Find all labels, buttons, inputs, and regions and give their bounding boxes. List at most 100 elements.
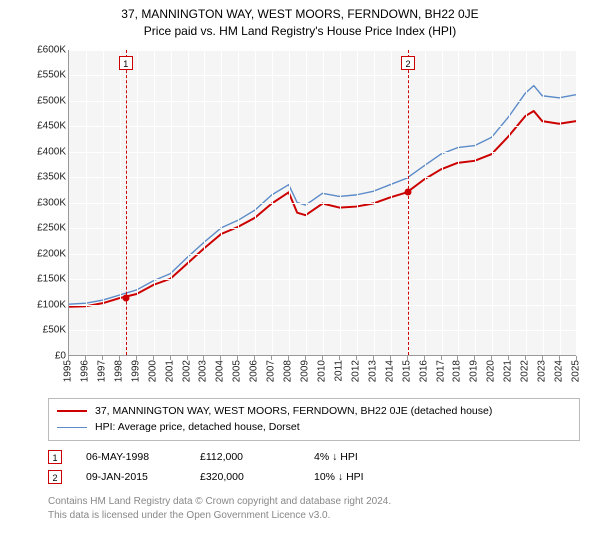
y-axis-label: £300K: [22, 197, 66, 208]
x-axis-label: 2003: [198, 360, 209, 382]
y-axis-label: £0: [22, 350, 66, 361]
event-delta-1: 4% ↓ HPI: [314, 451, 404, 463]
x-tick: [102, 356, 103, 360]
event-marker-2: 2: [48, 470, 62, 484]
x-axis-label: 2017: [435, 360, 446, 382]
x-axis-label: 2014: [384, 360, 395, 382]
x-axis-label: 2001: [164, 360, 175, 382]
x-axis-label: 2008: [283, 360, 294, 382]
x-axis-label: 2025: [571, 360, 582, 382]
x-tick: [508, 356, 509, 360]
legend-label-hpi: HPI: Average price, detached house, Dors…: [95, 419, 300, 436]
event-row-2: 2 09-JAN-2015 £320,000 10% ↓ HPI: [48, 467, 580, 487]
legend-row-hpi: HPI: Average price, detached house, Dors…: [57, 419, 571, 436]
chart-container: 37, MANNINGTON WAY, WEST MOORS, FERNDOWN…: [0, 0, 600, 560]
x-tick: [441, 356, 442, 360]
event-price-1: £112,000: [200, 451, 290, 463]
grid-v: [137, 50, 138, 355]
x-tick: [407, 356, 408, 360]
events-table: 1 06-MAY-1998 £112,000 4% ↓ HPI 2 09-JAN…: [48, 447, 580, 487]
grid-v: [543, 50, 544, 355]
footer-line-2: This data is licensed under the Open Gov…: [48, 509, 580, 523]
legend-swatch-hpi: [57, 427, 87, 428]
grid-v: [238, 50, 239, 355]
y-axis-label: £500K: [22, 95, 66, 106]
x-axis-label: 2020: [486, 360, 497, 382]
event-line: [126, 50, 127, 355]
x-tick: [187, 356, 188, 360]
grid-v: [458, 50, 459, 355]
x-tick: [576, 356, 577, 360]
x-tick: [237, 356, 238, 360]
title-subtitle: Price paid vs. HM Land Registry's House …: [0, 23, 600, 40]
y-axis-label: £250K: [22, 223, 66, 234]
title-block: 37, MANNINGTON WAY, WEST MOORS, FERNDOWN…: [0, 0, 600, 44]
x-tick: [254, 356, 255, 360]
grid-v: [86, 50, 87, 355]
plot-area: 12: [68, 50, 576, 356]
x-tick: [203, 356, 204, 360]
grid-v: [171, 50, 172, 355]
grid-v: [357, 50, 358, 355]
chart: 12 £0£50K£100K£150K£200K£250K£300K£350K£…: [20, 44, 580, 392]
x-tick: [136, 356, 137, 360]
x-tick: [559, 356, 560, 360]
grid-v: [323, 50, 324, 355]
x-axis-label: 1995: [63, 360, 74, 382]
x-tick: [373, 356, 374, 360]
event-marker-dot: [122, 295, 129, 302]
grid-v: [340, 50, 341, 355]
x-axis-label: 2010: [317, 360, 328, 382]
grid-v: [391, 50, 392, 355]
grid-v: [475, 50, 476, 355]
y-axis-label: £150K: [22, 274, 66, 285]
x-axis-label: 2007: [266, 360, 277, 382]
grid-v: [204, 50, 205, 355]
x-tick: [271, 356, 272, 360]
x-tick: [170, 356, 171, 360]
event-date-1: 06-MAY-1998: [86, 451, 176, 463]
footer-line-1: Contains HM Land Registry data © Crown c…: [48, 495, 580, 509]
x-tick: [525, 356, 526, 360]
x-axis-label: 2004: [215, 360, 226, 382]
title-address: 37, MANNINGTON WAY, WEST MOORS, FERNDOWN…: [0, 6, 600, 23]
y-axis-label: £200K: [22, 248, 66, 259]
x-axis-label: 2009: [300, 360, 311, 382]
y-axis-label: £600K: [22, 44, 66, 55]
x-axis-label: 1997: [96, 360, 107, 382]
grid-v: [509, 50, 510, 355]
event-delta-2: 10% ↓ HPI: [314, 471, 404, 483]
y-axis-label: £50K: [22, 325, 66, 336]
x-axis-label: 2011: [333, 360, 344, 382]
event-marker-1: 1: [48, 450, 62, 464]
grid-v: [577, 50, 578, 355]
event-price-2: £320,000: [200, 471, 290, 483]
x-tick: [457, 356, 458, 360]
footer: Contains HM Land Registry data © Crown c…: [48, 495, 580, 522]
grid-v: [154, 50, 155, 355]
x-axis-label: 2006: [249, 360, 260, 382]
legend-swatch-price: [57, 410, 87, 412]
event-label-2: 2: [401, 56, 415, 70]
event-marker-dot: [405, 189, 412, 196]
grid-v: [289, 50, 290, 355]
x-tick: [119, 356, 120, 360]
grid-v: [425, 50, 426, 355]
x-axis-label: 2000: [147, 360, 158, 382]
x-tick: [542, 356, 543, 360]
x-tick: [220, 356, 221, 360]
x-axis-label: 2013: [367, 360, 378, 382]
x-tick: [322, 356, 323, 360]
event-date-2: 09-JAN-2015: [86, 471, 176, 483]
x-tick: [68, 356, 69, 360]
y-axis-label: £400K: [22, 146, 66, 157]
x-tick: [288, 356, 289, 360]
x-tick: [424, 356, 425, 360]
grid-v: [560, 50, 561, 355]
legend-label-price: 37, MANNINGTON WAY, WEST MOORS, FERNDOWN…: [95, 403, 492, 420]
x-tick: [153, 356, 154, 360]
grid-v: [492, 50, 493, 355]
grid-v: [272, 50, 273, 355]
y-axis-label: £550K: [22, 70, 66, 81]
x-tick: [85, 356, 86, 360]
